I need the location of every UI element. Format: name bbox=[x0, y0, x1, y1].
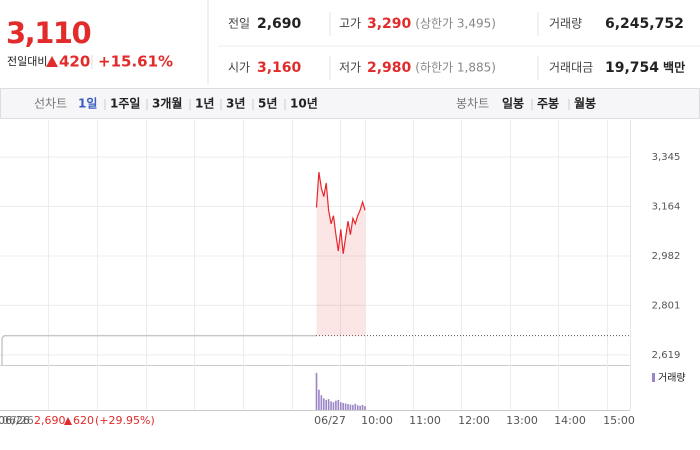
y-tick-label: 2,801 bbox=[652, 300, 681, 311]
x-tick-label: 06/27 bbox=[314, 414, 346, 427]
volume-legend-swatch bbox=[652, 373, 655, 382]
volume-bar bbox=[342, 402, 344, 410]
volume-bar bbox=[344, 403, 347, 410]
candle-tab[interactable]: 일봉 bbox=[502, 97, 524, 111]
stat-unit: 백만 bbox=[663, 60, 685, 75]
volume-bar bbox=[339, 402, 342, 410]
stat-value: 2,690 bbox=[257, 16, 302, 32]
volume-bar bbox=[320, 395, 323, 410]
up-arrow bbox=[46, 56, 58, 67]
stat-label: 전일 bbox=[228, 17, 250, 31]
price: 3,110 bbox=[6, 16, 91, 50]
stat-note: (하한가 1,885) bbox=[415, 61, 496, 75]
stat-value: 6,245,752 bbox=[605, 16, 684, 32]
prev-change-pct: (+29.95%) bbox=[95, 414, 155, 427]
x-tick-label: 15:00 bbox=[603, 414, 635, 427]
volume-bar bbox=[356, 405, 359, 410]
volume-bar bbox=[361, 404, 364, 410]
volume-bar bbox=[325, 399, 327, 410]
x-tick-label: 14:00 bbox=[554, 414, 586, 427]
stat-label: 시가 bbox=[228, 61, 250, 75]
x-tick-label: 06/26 bbox=[0, 414, 30, 427]
period-tab[interactable]: 1년 bbox=[195, 97, 214, 111]
stat-label: 고가 bbox=[339, 17, 361, 31]
volume-bar bbox=[327, 399, 330, 410]
prev-date: 06/26 bbox=[2, 414, 34, 427]
change: 420 bbox=[59, 53, 90, 71]
volume-bar bbox=[349, 404, 352, 410]
volume-bar bbox=[364, 406, 366, 410]
stat-value: 19,754 bbox=[605, 60, 659, 76]
x-tick-label: 10:00 bbox=[361, 414, 393, 427]
volume-bar bbox=[359, 405, 361, 410]
header-bg bbox=[0, 0, 700, 85]
prev-change: 620 bbox=[73, 414, 94, 427]
stat-label: 저가 bbox=[339, 61, 361, 75]
tab-group-label: 선차트 bbox=[34, 97, 67, 111]
volume-bar bbox=[322, 398, 325, 410]
y-tick-label: 3,164 bbox=[652, 201, 681, 212]
y-tick-label: 2,619 bbox=[652, 350, 681, 361]
x-tick-label: 11:00 bbox=[409, 414, 441, 427]
volume-bar bbox=[337, 399, 340, 410]
stat-value: 3,160 bbox=[257, 60, 302, 76]
y-tick-label: 2,982 bbox=[652, 251, 681, 262]
price-line bbox=[315, 172, 366, 254]
period-tab[interactable]: 10년 bbox=[290, 97, 318, 111]
volume-bar bbox=[330, 401, 332, 410]
x-tick-label: 12:00 bbox=[458, 414, 490, 427]
volume-bar bbox=[315, 372, 318, 410]
volume-bar bbox=[352, 404, 354, 410]
prev-day-frame bbox=[1, 334, 316, 365]
stat-value: 3,290 bbox=[367, 16, 412, 32]
period-tab[interactable]: 1주일 bbox=[110, 97, 140, 111]
period-tab[interactable]: 1일 bbox=[78, 97, 97, 111]
stat-label: 거래량 bbox=[549, 17, 582, 31]
volume-bar bbox=[347, 404, 349, 410]
prev-close: 2,690 bbox=[34, 414, 66, 427]
stat-note: (상한가 3,495) bbox=[415, 17, 496, 31]
stat-label: 거래대금 bbox=[549, 61, 593, 75]
period-tab[interactable]: 3년 bbox=[226, 97, 245, 111]
tab-group-label: 봉차트 bbox=[456, 97, 489, 111]
change-label: 전일대비 bbox=[7, 54, 47, 68]
tab-bar bbox=[0, 88, 700, 119]
candle-tab[interactable]: 주봉 bbox=[537, 97, 559, 111]
volume-bar bbox=[332, 402, 335, 410]
period-tab[interactable]: 3개월 bbox=[152, 96, 182, 111]
candle-tab[interactable]: 월봉 bbox=[574, 96, 596, 111]
period-tab[interactable]: 5년 bbox=[258, 97, 277, 111]
y-tick-label: 3,345 bbox=[652, 152, 681, 163]
stat-value: 2,980 bbox=[367, 60, 412, 76]
volume-legend: 거래량 bbox=[658, 372, 686, 384]
change-pct: +15.61% bbox=[98, 53, 173, 71]
volume-bar bbox=[318, 389, 320, 410]
up-arrow bbox=[64, 417, 72, 425]
volume-bar bbox=[354, 403, 357, 410]
volume-bar bbox=[335, 400, 337, 410]
x-tick-label: 13:00 bbox=[506, 414, 538, 427]
